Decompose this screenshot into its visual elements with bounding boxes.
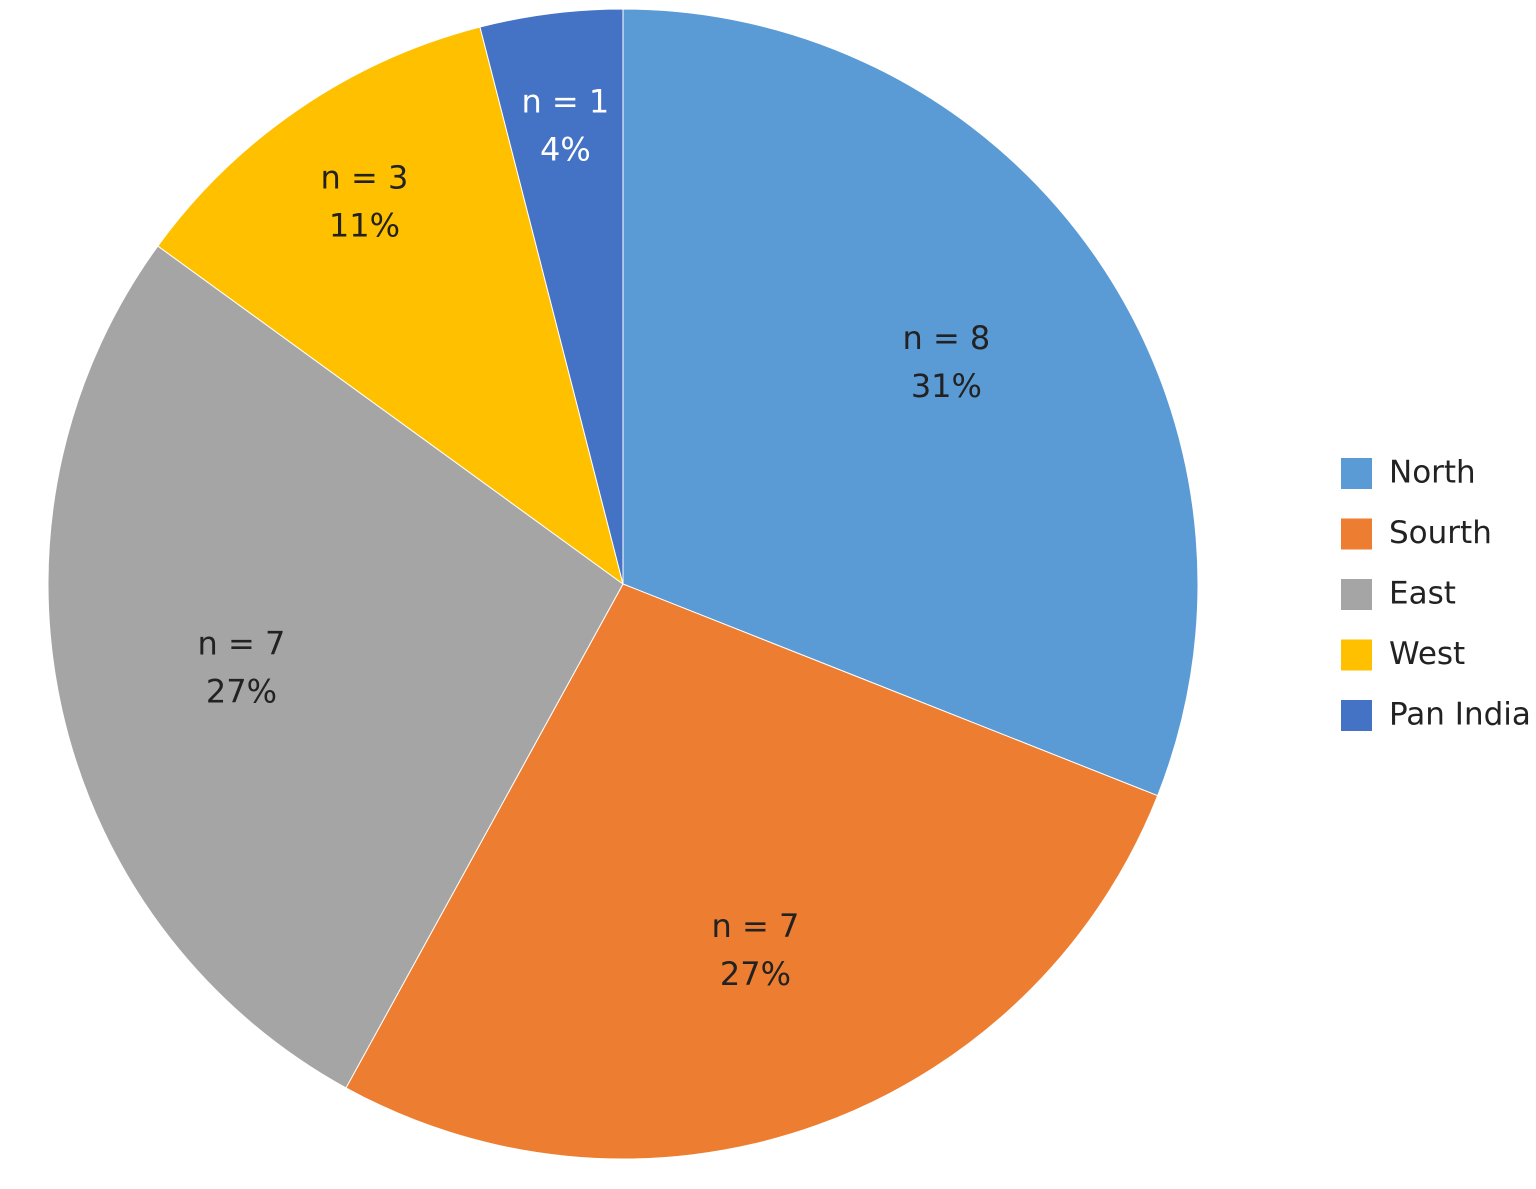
legend-swatch [1341, 458, 1372, 489]
slice-percent-label: 27% [720, 955, 791, 993]
legend-swatch [1341, 579, 1372, 610]
legend-swatch [1341, 518, 1372, 550]
legend-label: East [1389, 576, 1456, 612]
slice-count-label: n = 8 [902, 319, 990, 357]
pie-slice [345, 583, 1159, 1160]
legend-label: North [1389, 455, 1476, 491]
legend-label: West [1389, 636, 1465, 672]
slice-count-label: n = 3 [321, 159, 409, 197]
legend-swatch [1341, 639, 1372, 671]
slice-percent-label: 4% [540, 131, 591, 169]
slice-count-label: n = 7 [712, 907, 800, 945]
pie-slice [479, 8, 624, 585]
legend-swatch [1341, 700, 1372, 731]
legend-label: Sourth [1389, 515, 1492, 551]
slice-percent-label: 11% [329, 207, 400, 245]
pie-slice [157, 26, 624, 586]
slice-percent-label: 27% [206, 672, 277, 710]
pie-slice [622, 8, 1199, 797]
pie-slice [47, 245, 624, 1089]
slice-percent-label: 31% [911, 367, 982, 405]
slice-count-label: n = 1 [521, 83, 609, 121]
slice-count-label: n = 7 [198, 624, 286, 662]
legend-label: Pan India [1389, 697, 1531, 733]
